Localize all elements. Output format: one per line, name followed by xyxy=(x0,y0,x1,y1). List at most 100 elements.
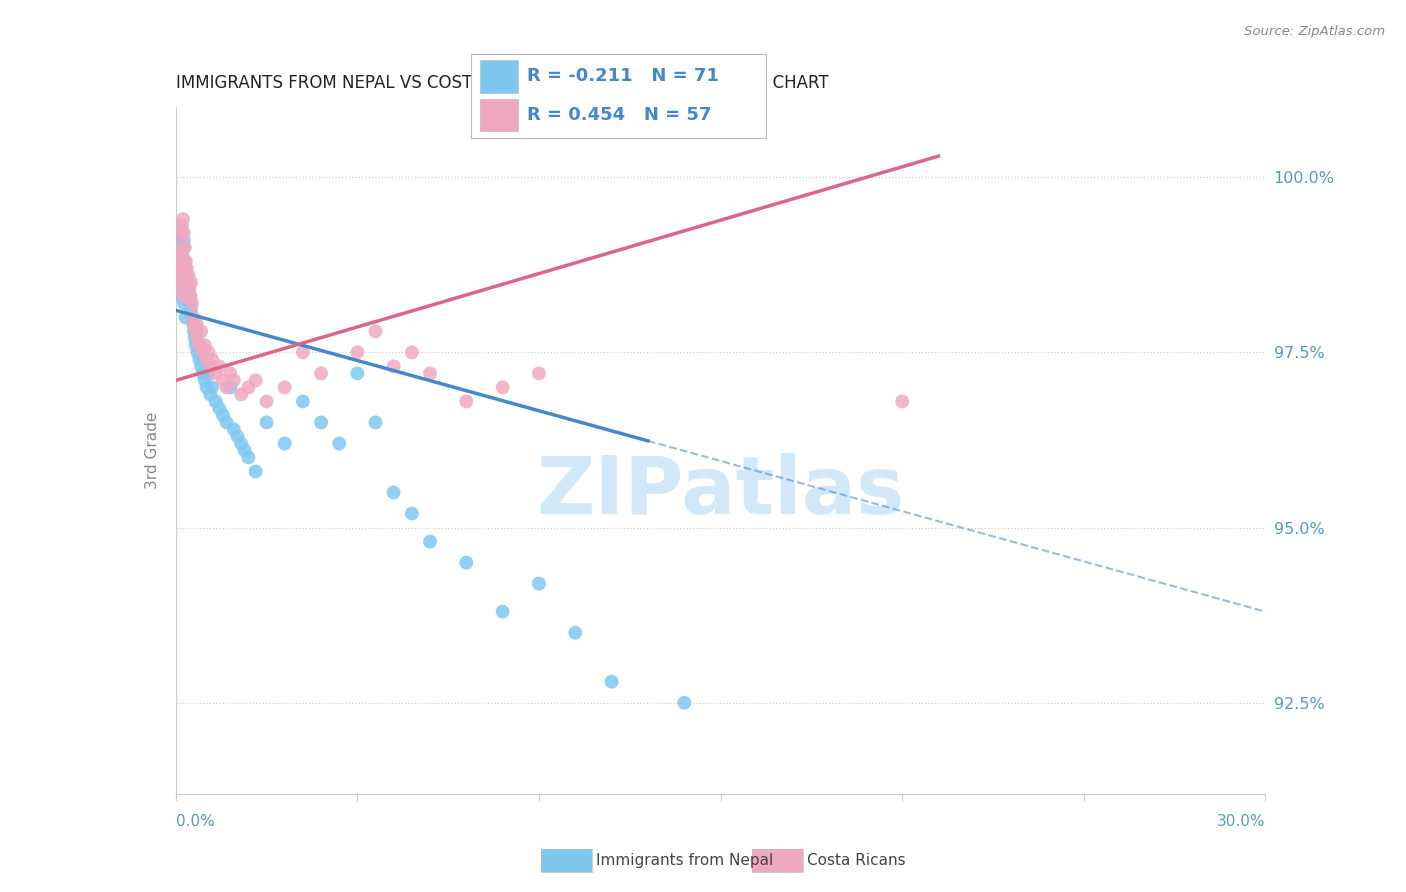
Point xyxy=(256,394,278,409)
Point xyxy=(212,373,235,387)
Point xyxy=(174,254,197,268)
Point xyxy=(195,380,218,394)
Point xyxy=(179,289,201,303)
Point xyxy=(564,625,586,640)
Point xyxy=(176,261,198,276)
Bar xyxy=(479,99,519,131)
Point xyxy=(183,324,205,338)
Point xyxy=(186,324,208,338)
Point xyxy=(190,324,212,338)
Point xyxy=(167,268,190,283)
Point xyxy=(456,556,478,570)
Text: IMMIGRANTS FROM NEPAL VS COSTA RICAN 3RD GRADE CORRELATION CHART: IMMIGRANTS FROM NEPAL VS COSTA RICAN 3RD… xyxy=(176,74,828,92)
Point xyxy=(169,240,191,254)
Point xyxy=(173,254,195,268)
Point xyxy=(180,275,202,289)
Point xyxy=(401,507,423,521)
Point xyxy=(238,380,260,394)
Point xyxy=(346,345,368,359)
Point xyxy=(174,261,197,276)
Point xyxy=(219,367,242,381)
Point xyxy=(492,605,515,619)
Point xyxy=(291,345,314,359)
Point xyxy=(191,367,214,381)
Point xyxy=(169,219,191,234)
Text: ZIPatlas: ZIPatlas xyxy=(537,452,904,531)
Point xyxy=(208,359,231,374)
Point xyxy=(176,268,198,283)
Point xyxy=(191,345,214,359)
Point xyxy=(170,240,193,254)
Point xyxy=(309,416,332,430)
Point xyxy=(170,268,193,283)
Point xyxy=(184,338,207,352)
Point xyxy=(195,352,218,367)
Point xyxy=(200,359,222,374)
Point xyxy=(197,367,219,381)
Point xyxy=(274,380,297,394)
Point xyxy=(456,394,478,409)
Point xyxy=(173,240,195,254)
Point xyxy=(190,338,212,352)
Point xyxy=(274,436,297,450)
Point xyxy=(190,359,212,374)
Point xyxy=(527,367,550,381)
Point xyxy=(186,318,208,332)
Point xyxy=(194,338,217,352)
Point xyxy=(197,345,219,359)
Point xyxy=(167,254,190,268)
Text: Costa Ricans: Costa Ricans xyxy=(807,854,905,868)
Point xyxy=(231,387,253,401)
Point xyxy=(169,254,191,268)
Point xyxy=(364,324,387,338)
Point xyxy=(169,233,191,247)
Text: R = 0.454   N = 57: R = 0.454 N = 57 xyxy=(527,106,711,124)
Point xyxy=(200,387,222,401)
Point xyxy=(169,275,191,289)
Point xyxy=(600,674,623,689)
Point xyxy=(238,450,260,465)
Point xyxy=(291,394,314,409)
Point xyxy=(170,226,193,240)
Point xyxy=(176,275,198,289)
Point xyxy=(194,373,217,387)
Point xyxy=(181,318,204,332)
Bar xyxy=(479,61,519,93)
Point xyxy=(180,303,202,318)
Point xyxy=(173,296,195,310)
Point xyxy=(176,275,198,289)
Point xyxy=(173,226,195,240)
Point xyxy=(222,422,245,436)
Point xyxy=(193,352,215,367)
Text: Immigrants from Nepal: Immigrants from Nepal xyxy=(596,854,773,868)
Point xyxy=(419,367,441,381)
Point xyxy=(204,367,226,381)
Point xyxy=(172,219,194,234)
Text: 30.0%: 30.0% xyxy=(1218,814,1265,829)
Point xyxy=(891,394,914,409)
Point xyxy=(170,247,193,261)
Point xyxy=(188,352,211,367)
Point xyxy=(382,359,405,374)
Point xyxy=(177,282,200,296)
Point xyxy=(204,394,226,409)
Point xyxy=(170,289,193,303)
Point xyxy=(172,212,194,227)
Point xyxy=(184,324,207,338)
Point xyxy=(233,443,256,458)
Point xyxy=(208,401,231,416)
Point xyxy=(231,436,253,450)
Point xyxy=(181,296,204,310)
Point xyxy=(201,352,224,367)
Point xyxy=(169,261,191,276)
Point xyxy=(226,429,249,443)
Point xyxy=(173,233,195,247)
Text: 0.0%: 0.0% xyxy=(176,814,215,829)
Point xyxy=(256,416,278,430)
Point xyxy=(419,534,441,549)
Point xyxy=(245,465,267,479)
Point xyxy=(328,436,350,450)
Point xyxy=(172,247,194,261)
Point xyxy=(170,226,193,240)
Point xyxy=(169,261,191,276)
